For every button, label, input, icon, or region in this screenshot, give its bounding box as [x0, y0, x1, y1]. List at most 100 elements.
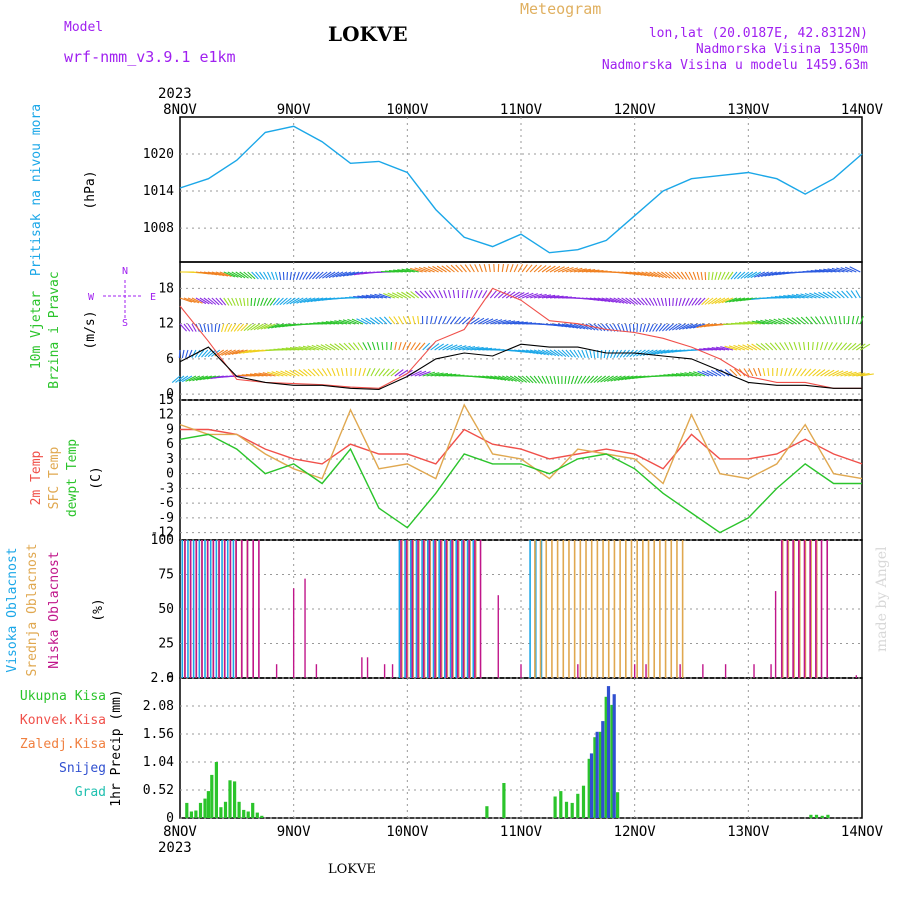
- wind-barb: [714, 297, 726, 304]
- wind-barb: [796, 316, 805, 325]
- precip-bar-snow: [589, 753, 594, 818]
- wind-barb: [711, 271, 714, 281]
- wind-barb: [293, 369, 304, 377]
- precip-bar-total: [599, 731, 603, 818]
- bottom-day-label: 10NOV: [386, 824, 429, 840]
- wind-barb: [329, 343, 340, 351]
- wind-barb: [312, 368, 320, 377]
- wind-barb: [450, 344, 463, 351]
- wind-barb: [823, 268, 837, 273]
- wind-barb: [211, 271, 225, 277]
- wind-barb: [621, 297, 632, 305]
- wind-barb: [351, 318, 364, 325]
- wind-barb: [848, 342, 857, 351]
- wind-barb: [342, 319, 356, 325]
- top-day-label: 14NOV: [841, 102, 884, 118]
- compass-east: E: [150, 292, 156, 303]
- wind-barb: [401, 268, 415, 273]
- wind-barb: [748, 368, 754, 377]
- wind-gust-line: [179, 287, 862, 389]
- wind-axis-label-1: 10m Vjetar: [29, 291, 44, 369]
- wind-barb: [454, 345, 467, 351]
- wind-barb: [642, 323, 646, 333]
- wind-barb: [383, 316, 392, 325]
- wind-barb: [178, 375, 189, 383]
- precip-bar-total: [260, 815, 264, 818]
- wind-barb: [569, 323, 582, 330]
- wind-barb: [488, 263, 491, 273]
- wind-barb: [613, 349, 619, 358]
- wind-barb: [681, 297, 686, 306]
- wind-barb: [381, 341, 384, 351]
- wind-barb: [671, 323, 682, 331]
- wind-barb: [340, 367, 344, 377]
- wind-barb: [633, 271, 647, 277]
- wind-barb: [459, 264, 467, 273]
- wind-barb: [466, 346, 480, 351]
- wind-barb: [274, 323, 288, 329]
- wind-barb: [665, 271, 674, 279]
- wind-barb: [832, 370, 844, 377]
- wind-barb: [478, 264, 483, 273]
- wind-barb: [418, 371, 431, 377]
- wind-barb: [697, 297, 706, 306]
- wind-barb: [793, 341, 798, 351]
- wind-barb: [501, 263, 505, 273]
- wind-barb: [240, 323, 249, 332]
- wind-barb: [613, 297, 625, 304]
- wind-barb: [191, 323, 197, 332]
- wind-barb: [455, 264, 463, 273]
- wind-barb: [509, 264, 514, 273]
- wind-barb: [525, 349, 539, 355]
- wind-barb: [844, 371, 857, 377]
- wind-barb: [227, 271, 239, 278]
- top-day-label: 10NOV: [386, 102, 429, 118]
- wind-barb: [783, 295, 797, 299]
- wind-barb: [326, 368, 332, 377]
- wind-barb: [238, 349, 252, 355]
- wind-barb: [606, 349, 611, 359]
- wind-barb: [356, 318, 368, 325]
- y-tick-label: 6: [166, 352, 174, 367]
- wind-barb: [593, 375, 603, 384]
- wind-barb: [791, 317, 801, 325]
- wind-barb: [382, 368, 390, 377]
- wind-barb: [191, 297, 203, 304]
- wind-barb: [720, 346, 734, 351]
- wind-barb: [852, 372, 866, 377]
- y-tick-label: 1.56: [143, 727, 174, 742]
- wind-barb: [325, 321, 340, 325]
- precip-legend-item: Ukupna Kisa: [20, 689, 106, 704]
- wind-barb: [685, 323, 698, 330]
- low-cloud-axis-label: Niska Oblacnost: [47, 551, 62, 668]
- wind-barb: [800, 368, 807, 377]
- wind-barb: [308, 271, 316, 280]
- wind-barb: [185, 375, 197, 382]
- wind-barb: [835, 342, 843, 351]
- wind-barb: [263, 323, 276, 330]
- precip-bar-total: [219, 807, 223, 818]
- wind-barb: [619, 349, 627, 358]
- wind-barb: [784, 367, 788, 377]
- wind-barb: [629, 297, 639, 305]
- wind-barb: [784, 342, 790, 351]
- wind-barb: [414, 370, 427, 377]
- wind-barb: [274, 271, 279, 281]
- wind-barb: [839, 342, 848, 351]
- wind-barb: [271, 371, 284, 377]
- wind-barb: [470, 317, 480, 325]
- wind-barb: [513, 264, 519, 273]
- wind-barb: [321, 321, 336, 325]
- wind-barb: [228, 349, 240, 356]
- wind-barb: [502, 320, 516, 325]
- y-tick-label: 0: [166, 467, 174, 482]
- wind-barb: [236, 323, 245, 332]
- wind-axis-label-2: Brzina i Pravac: [47, 271, 62, 388]
- wind-barb: [201, 349, 209, 358]
- wind-barb: [442, 344, 454, 351]
- wind-barb: [656, 297, 661, 306]
- wind-barb: [574, 375, 579, 385]
- wind-barb: [347, 318, 360, 325]
- temp2m-axis-label: 2m Temp: [29, 450, 44, 505]
